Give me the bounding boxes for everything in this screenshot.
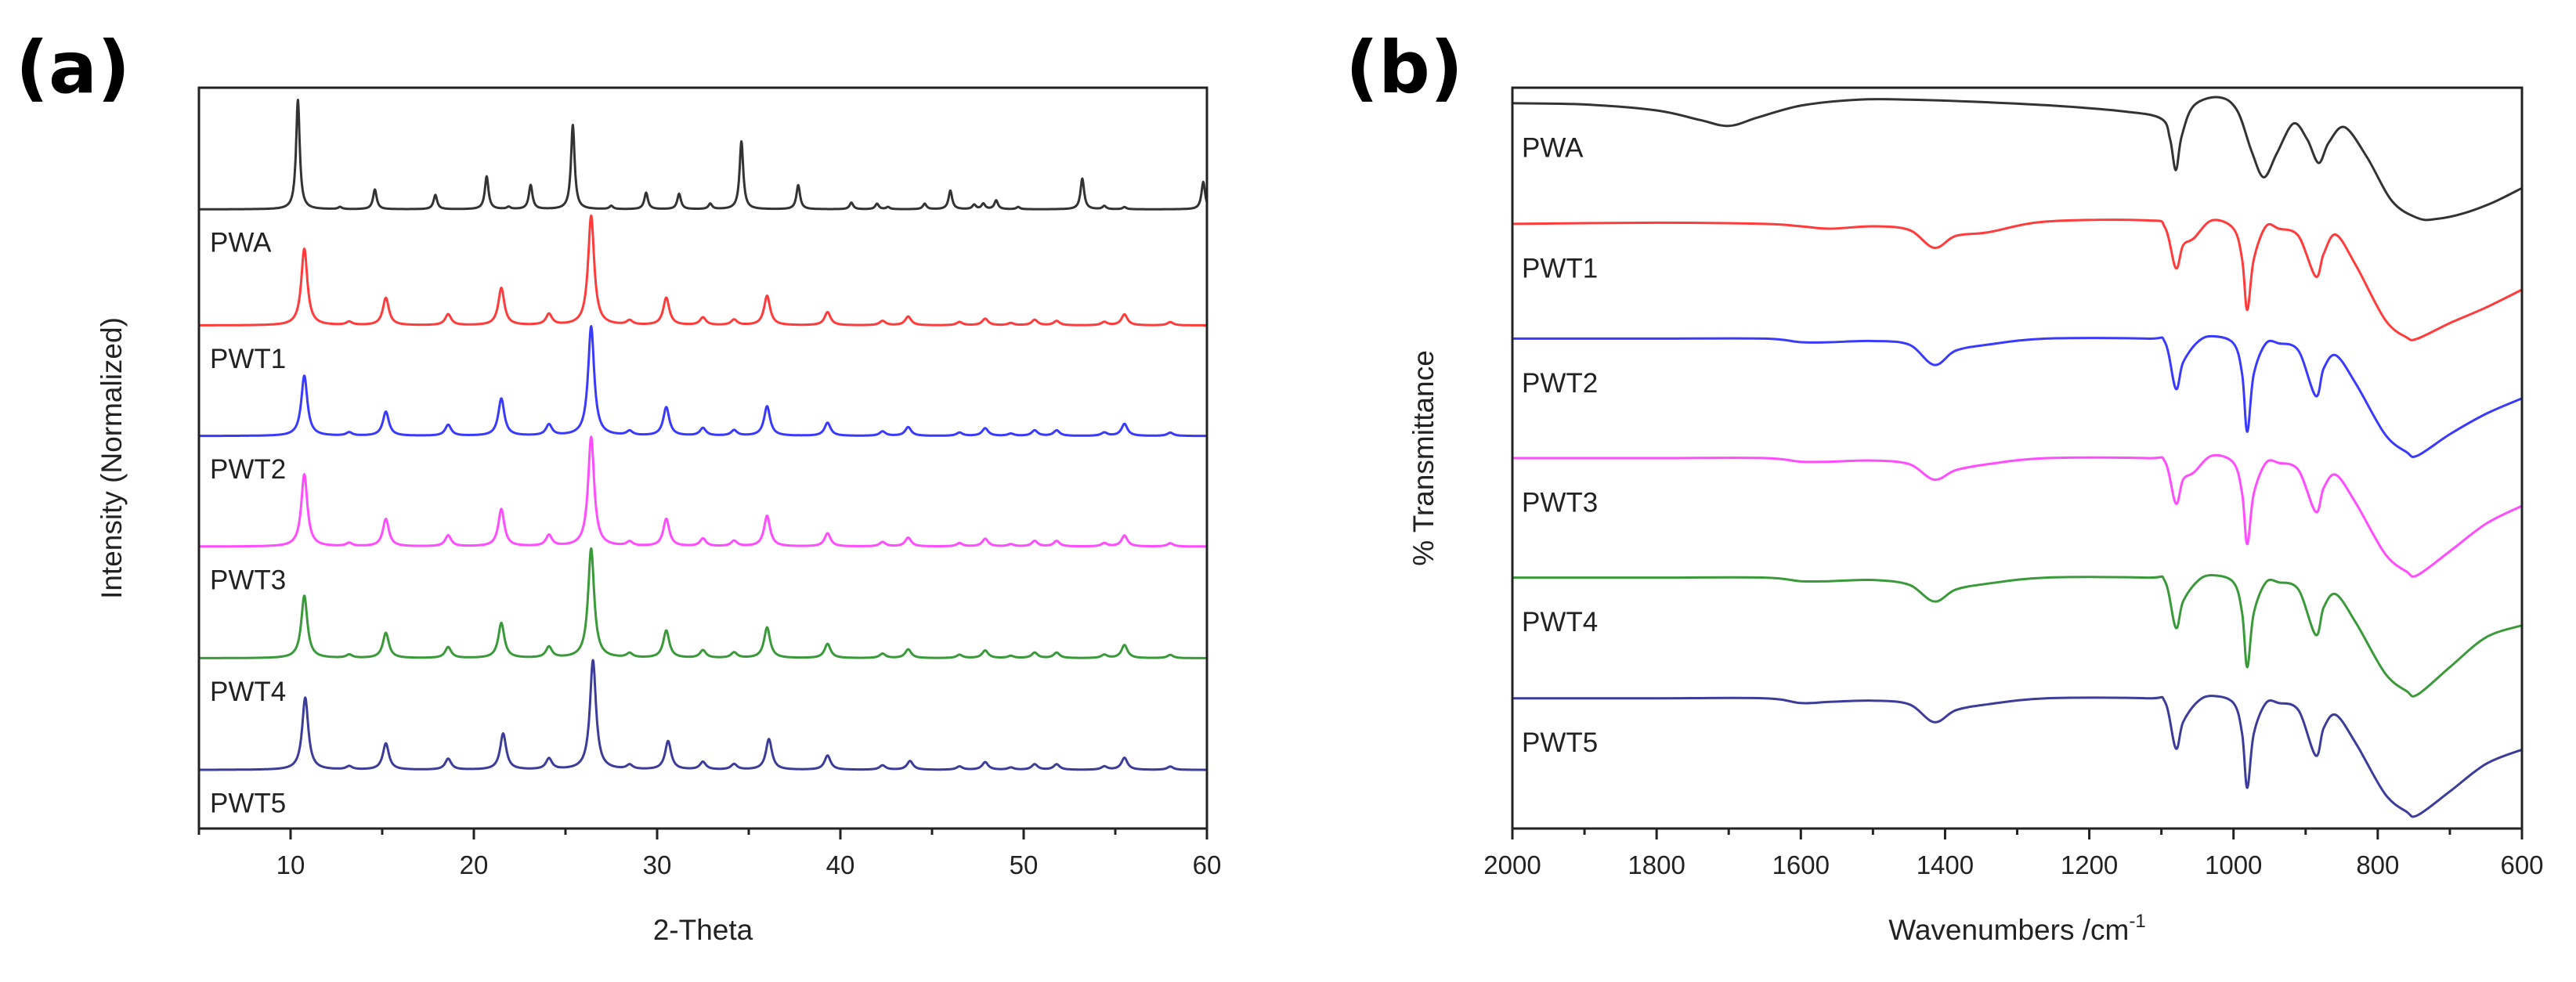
series-label-pwt2: PWT2	[1522, 368, 1598, 399]
series-label-pwt2: PWT2	[210, 454, 286, 485]
x-axis-title-text: Wavenumbers /cm	[1888, 914, 2129, 946]
series-line-pwt3	[1512, 453, 2523, 578]
series-line-pwt3	[198, 435, 1208, 548]
series-line-pwa	[1512, 96, 2523, 222]
series-label-pwt3: PWT3	[210, 565, 286, 595]
series-label-pwt1: PWT1	[210, 344, 286, 374]
x-tick-label: 1800	[1628, 850, 1685, 879]
y-axis-title: % Transmittance	[1407, 350, 1440, 566]
x-axis-title: Wavenumbers /cm-1	[1888, 911, 2145, 946]
series-line-pwt5	[1512, 695, 2523, 818]
x-tick-label: 30	[643, 850, 672, 879]
series-line-pwt5	[198, 659, 1208, 771]
x-tick-label: 50	[1010, 850, 1039, 879]
y-axis-title: Intensity (Normalized)	[96, 317, 128, 599]
x-tick-label: 40	[826, 850, 855, 879]
series-label-pwa: PWA	[210, 228, 272, 258]
x-tick-label: 1600	[1772, 850, 1830, 879]
x-axis-title-text: 2-Theta	[653, 914, 753, 946]
series-line-pwt1	[198, 214, 1208, 327]
series-line-pwt2	[1512, 334, 2523, 458]
panel-b-ftir-chart: (b) 2000 1800 1600 1400 1200 1000 800 600 Wavenum…	[1346, 26, 2544, 946]
series-line-pwt1	[1512, 218, 2523, 341]
x-tick-label: 2000	[1483, 850, 1541, 879]
series-line-pwt4	[1512, 573, 2523, 698]
x-axis-title-superscript: -1	[2129, 911, 2145, 932]
x-tick-label: 1000	[2205, 850, 2262, 879]
x-tick-label: 10	[276, 850, 305, 879]
x-tick-label: 600	[2500, 850, 2543, 879]
panel-label: (a)	[16, 26, 130, 110]
x-tick-label: 1400	[1917, 850, 1974, 879]
panel-label: (b)	[1346, 26, 1463, 110]
x-tick-label: 800	[2356, 850, 2399, 879]
series-line-pwa	[198, 99, 1209, 211]
series-line-pwt4	[198, 547, 1208, 659]
plot-frame	[1511, 86, 2524, 830]
plot-frame	[197, 86, 1209, 830]
series-label-pwt5: PWT5	[1522, 727, 1598, 758]
x-tick-label: 1200	[2061, 850, 2118, 879]
panel-a-xrd-chart: (a) 10 20 30 40 50 60 2-Theta Intensity (Normali…	[16, 26, 1221, 946]
series-label-pwa: PWA	[1522, 132, 1584, 163]
x-tick-label: 60	[1193, 850, 1222, 879]
series-label-pwt5: PWT5	[210, 789, 286, 819]
x-tick-label: 20	[460, 850, 489, 879]
series-label-pwt3: PWT3	[1522, 487, 1598, 518]
series-label-pwt4: PWT4	[210, 677, 286, 707]
x-axis-title: 2-Theta	[653, 914, 753, 946]
series-label-pwt1: PWT1	[1522, 253, 1598, 283]
series-line-pwt2	[198, 325, 1208, 438]
series-label-pwt4: PWT4	[1522, 607, 1598, 637]
